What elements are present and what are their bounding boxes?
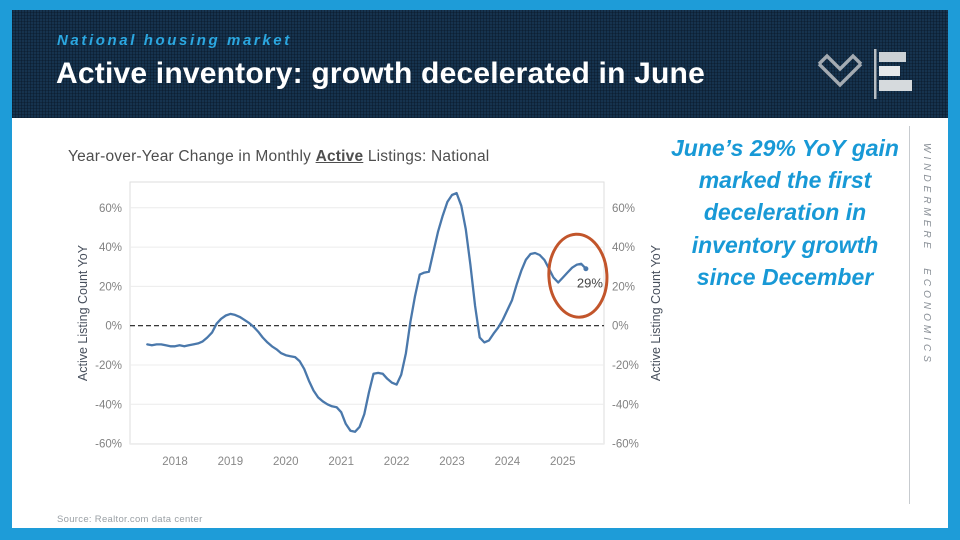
- chart-title: Year-over-Year Change in Monthly Active …: [68, 148, 489, 166]
- y-axis-title-left: Active Listing Count YoY: [76, 244, 90, 381]
- slide-header: National housing market Active inventory…: [12, 10, 948, 118]
- brand-vertical-text: WINDERMERE ECONOMICS: [921, 143, 932, 366]
- y-tick-label-left: 0%: [105, 321, 122, 333]
- slide-body: Year-over-Year Change in Monthly Active …: [12, 118, 948, 528]
- annotation-ellipse: [547, 232, 609, 319]
- y-tick-label-left: -20%: [95, 360, 122, 372]
- y-tick-label-right: 60%: [612, 203, 635, 215]
- y-tick-label-left: -60%: [95, 439, 122, 451]
- chart-title-suffix: Listings: National: [363, 148, 490, 165]
- end-point-dot: [583, 266, 589, 272]
- y-tick-label-right: -40%: [612, 399, 639, 411]
- logo: [816, 48, 926, 104]
- x-tick-label: 2025: [550, 456, 576, 468]
- y-tick-label-left: 60%: [99, 203, 122, 215]
- source-note: Source: Realtor.com data center: [57, 514, 203, 525]
- series-line: [146, 191, 588, 433]
- y-tick-label-left: 40%: [99, 242, 122, 254]
- y-tick-label-right: 40%: [612, 242, 635, 254]
- y-axis-title-right: Active Listing Count YoY: [649, 244, 663, 381]
- x-tick-label: 2018: [162, 456, 188, 468]
- chart-title-emphasis: Active: [315, 148, 364, 165]
- y-tick-label-right: 0%: [612, 321, 629, 333]
- y-tick-label-right: 20%: [612, 281, 635, 293]
- x-tick-label: 2024: [495, 456, 521, 468]
- bar-chart-e-icon: [874, 49, 912, 99]
- y-tick-label-left: 20%: [99, 281, 122, 293]
- x-tick-label: 2020: [273, 456, 299, 468]
- x-tick-label: 2022: [384, 456, 410, 468]
- x-tick-label: 2021: [328, 456, 354, 468]
- y-tick-label-right: -60%: [612, 439, 639, 451]
- windermere-w-icon: [817, 53, 863, 88]
- y-tick-label-right: -20%: [612, 360, 639, 372]
- chart-title-prefix: Year-over-Year Change in Monthly: [68, 148, 316, 165]
- annotation-label: 29%: [577, 276, 603, 291]
- page-title: Active inventory: growth decelerated in …: [56, 57, 705, 90]
- header-eyebrow: National housing market: [57, 32, 292, 49]
- y-tick-label-left: -40%: [95, 399, 122, 411]
- x-tick-label: 2019: [218, 456, 244, 468]
- line-chart: 60% 60% 40% 40% 20% 20% 0% 0% -20% -20% -40% -40% -6…: [76, 181, 663, 468]
- callout-text: June’s 29% YoY gain marked the first dec…: [671, 135, 899, 290]
- x-tick-label: 2023: [439, 456, 465, 468]
- vertical-divider: [909, 126, 910, 504]
